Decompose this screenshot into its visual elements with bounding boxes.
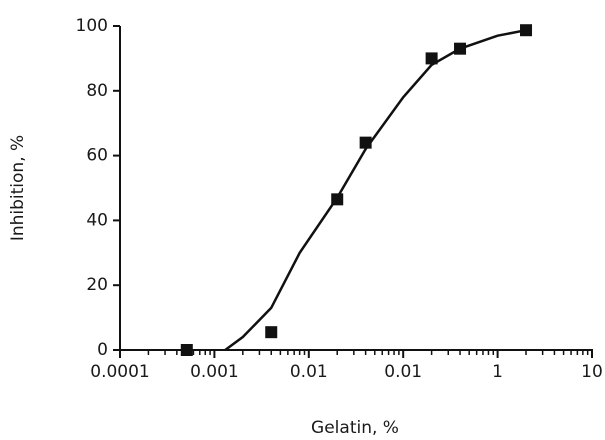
data-point xyxy=(425,52,438,65)
x-tick-label: 0.001 xyxy=(190,362,239,382)
data-point xyxy=(180,344,193,356)
y-tick-label: 100 xyxy=(76,16,108,36)
y-tick-label: 60 xyxy=(86,146,108,166)
x-tick-label: 0.01 xyxy=(384,362,422,382)
y-tick-label: 0 xyxy=(97,340,108,360)
data-point xyxy=(359,136,372,149)
x-tick-label: 1 xyxy=(492,362,503,382)
data-point xyxy=(265,326,278,339)
data-point xyxy=(520,24,533,37)
data-point xyxy=(454,42,467,55)
x-axis-label: Gelatin, % xyxy=(311,418,399,438)
x-tick-label: 0.01 xyxy=(290,362,328,382)
x-tick-label: 10 xyxy=(581,362,603,382)
data-point xyxy=(331,193,344,206)
fit-curve xyxy=(224,28,527,352)
x-tick-label: 0.0001 xyxy=(90,362,149,382)
y-tick-label: 20 xyxy=(86,275,108,295)
y-tick-label: 80 xyxy=(86,81,108,101)
y-tick-label: 40 xyxy=(86,210,108,230)
y-axis-label: Inhibition, % xyxy=(8,135,28,241)
